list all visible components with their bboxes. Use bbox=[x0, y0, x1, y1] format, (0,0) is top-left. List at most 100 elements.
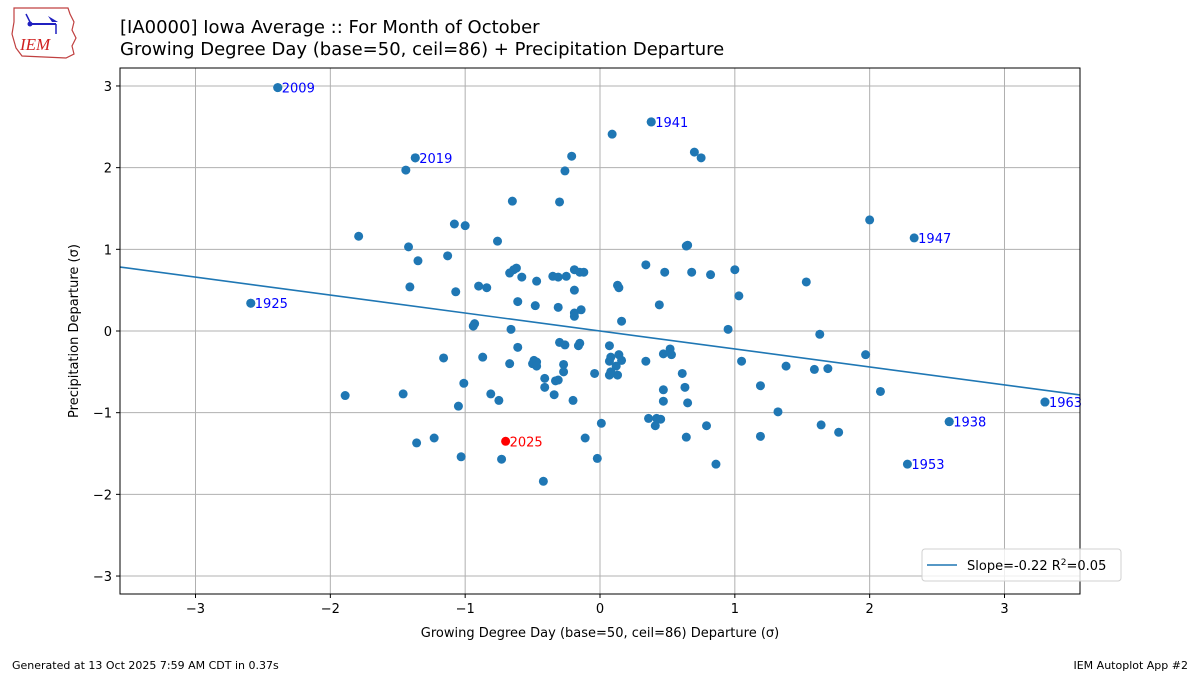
data-point bbox=[614, 283, 624, 293]
year-annotation: 1963 bbox=[1049, 396, 1082, 411]
x-tick-label: 0 bbox=[596, 602, 604, 617]
data-point bbox=[398, 389, 408, 399]
data-point bbox=[861, 350, 871, 360]
data-point bbox=[660, 267, 670, 277]
highlight-point-current-year bbox=[501, 436, 511, 446]
data-point bbox=[658, 385, 668, 395]
data-point bbox=[553, 375, 563, 385]
iem-logo: IEM bbox=[8, 4, 80, 60]
labeled-data-point bbox=[1040, 397, 1050, 407]
data-point bbox=[576, 305, 586, 315]
data-point bbox=[569, 285, 579, 295]
data-point bbox=[687, 267, 697, 277]
data-point bbox=[683, 398, 693, 408]
data-point bbox=[658, 396, 668, 406]
data-point bbox=[617, 316, 627, 326]
data-point bbox=[666, 350, 676, 360]
app-label: IEM Autoplot App #2 bbox=[1073, 659, 1188, 672]
points-group bbox=[246, 83, 1050, 486]
data-point bbox=[809, 364, 819, 374]
data-point bbox=[773, 407, 783, 417]
data-point bbox=[549, 390, 559, 400]
data-point bbox=[505, 268, 515, 278]
data-point bbox=[532, 276, 542, 286]
data-point bbox=[559, 367, 569, 377]
data-point bbox=[553, 302, 563, 312]
year-annotation: 1941 bbox=[655, 116, 688, 131]
data-point bbox=[706, 270, 716, 280]
year-annotation: 2009 bbox=[282, 82, 315, 97]
labeled-data-point bbox=[909, 233, 919, 243]
data-point bbox=[755, 381, 765, 391]
x-axis-label: Growing Degree Day (base=50, ceil=86) De… bbox=[421, 626, 779, 641]
data-point bbox=[681, 432, 691, 442]
data-point bbox=[474, 281, 484, 291]
data-point bbox=[689, 147, 699, 157]
data-point bbox=[579, 267, 589, 277]
y-axis-label: Precipitation Departure (σ) bbox=[67, 244, 82, 418]
data-point bbox=[530, 301, 540, 311]
year-annotation: 1947 bbox=[918, 232, 951, 247]
x-tick-label: −1 bbox=[456, 602, 475, 617]
data-point bbox=[456, 452, 466, 462]
data-point bbox=[561, 271, 571, 281]
chart-subtitle: Growing Degree Day (base=50, ceil=86) + … bbox=[120, 39, 725, 60]
year-annotation: 1925 bbox=[255, 297, 288, 312]
data-point bbox=[580, 433, 590, 443]
data-point bbox=[404, 242, 414, 252]
data-point bbox=[560, 166, 570, 176]
fit-line-group bbox=[119, 266, 1081, 396]
data-point bbox=[611, 361, 621, 371]
data-point bbox=[507, 196, 517, 206]
data-point bbox=[617, 355, 627, 365]
data-point bbox=[449, 219, 459, 229]
data-point bbox=[453, 401, 463, 411]
logo-text: IEM bbox=[19, 35, 51, 54]
data-point bbox=[604, 356, 614, 366]
data-point bbox=[865, 215, 875, 225]
data-point bbox=[478, 352, 488, 362]
y-tick-label: −2 bbox=[93, 488, 112, 503]
data-point bbox=[569, 311, 579, 321]
labeled-data-point bbox=[646, 117, 656, 127]
data-point bbox=[596, 418, 606, 428]
data-point bbox=[737, 356, 747, 366]
data-point bbox=[650, 421, 660, 431]
data-point bbox=[505, 359, 515, 369]
data-point bbox=[658, 349, 668, 359]
y-tick-label: −1 bbox=[93, 407, 112, 422]
year-annotation: 1953 bbox=[911, 458, 944, 473]
data-point bbox=[494, 395, 504, 405]
data-point bbox=[513, 342, 523, 352]
data-point bbox=[553, 272, 563, 282]
data-point bbox=[538, 476, 548, 486]
data-point bbox=[590, 368, 600, 378]
ticks-group: −3 −2 −1 0 1 2 3 −3 −2 −1 0 1 2 3 bbox=[93, 80, 1009, 617]
data-point bbox=[567, 151, 577, 161]
x-tick-label: 1 bbox=[731, 602, 739, 617]
data-point bbox=[607, 129, 617, 139]
data-point bbox=[468, 321, 478, 331]
data-point bbox=[517, 272, 527, 282]
y-tick-label: 1 bbox=[104, 243, 112, 258]
data-point bbox=[781, 361, 791, 371]
data-point bbox=[413, 256, 423, 266]
data-point bbox=[354, 231, 364, 241]
data-point bbox=[755, 431, 765, 441]
data-point bbox=[711, 459, 721, 469]
data-point bbox=[493, 236, 503, 246]
data-point bbox=[681, 241, 691, 251]
labeled-data-point bbox=[273, 83, 283, 93]
data-point bbox=[680, 382, 690, 392]
y-tick-label: −3 bbox=[93, 570, 112, 585]
data-point bbox=[677, 368, 687, 378]
x-tick-label: 2 bbox=[866, 602, 874, 617]
data-point bbox=[696, 153, 706, 163]
y-tick-label: 0 bbox=[104, 325, 112, 340]
data-point bbox=[801, 277, 811, 287]
data-point bbox=[656, 414, 666, 424]
legend: Slope=-0.22 R2=0.05 bbox=[921, 548, 1122, 582]
data-point bbox=[439, 353, 449, 363]
data-point bbox=[730, 265, 740, 275]
